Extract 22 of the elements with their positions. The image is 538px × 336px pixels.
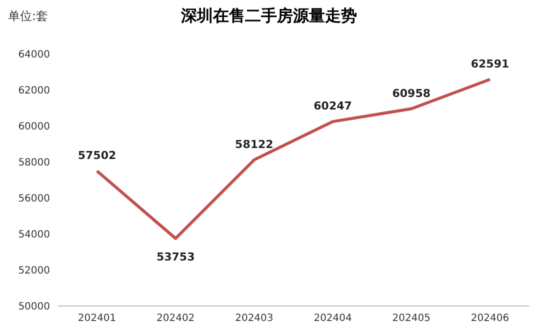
y-tick-label: 52000 <box>18 266 50 277</box>
x-tick-label: 202403 <box>235 313 274 324</box>
y-axis-title: 单位:套 <box>8 8 48 25</box>
x-tick-label: 202405 <box>392 313 430 324</box>
y-tick-label: 62000 <box>18 86 50 97</box>
y-tick-label: 64000 <box>18 50 50 61</box>
y-tick-label: 60000 <box>18 122 50 133</box>
data-label: 58122 <box>235 138 274 151</box>
x-tick-label: 202402 <box>156 313 195 324</box>
data-label: 53753 <box>156 250 195 264</box>
x-tick-label: 202401 <box>78 313 116 324</box>
y-tick-label: 56000 <box>18 194 50 205</box>
y-tick-label: 50000 <box>18 302 50 313</box>
data-label: 57502 <box>78 148 116 162</box>
x-tick-label: 202404 <box>314 313 352 324</box>
data-label: 60247 <box>314 100 352 113</box>
data-label: 62591 <box>470 57 510 70</box>
data-label: 60958 <box>392 86 431 100</box>
x-tick-label: 202406 <box>470 313 510 324</box>
y-tick-label: 54000 <box>18 230 50 241</box>
y-tick-label: 58000 <box>18 158 50 169</box>
chart-title: 深圳在售二手房源量走势 <box>181 6 357 25</box>
